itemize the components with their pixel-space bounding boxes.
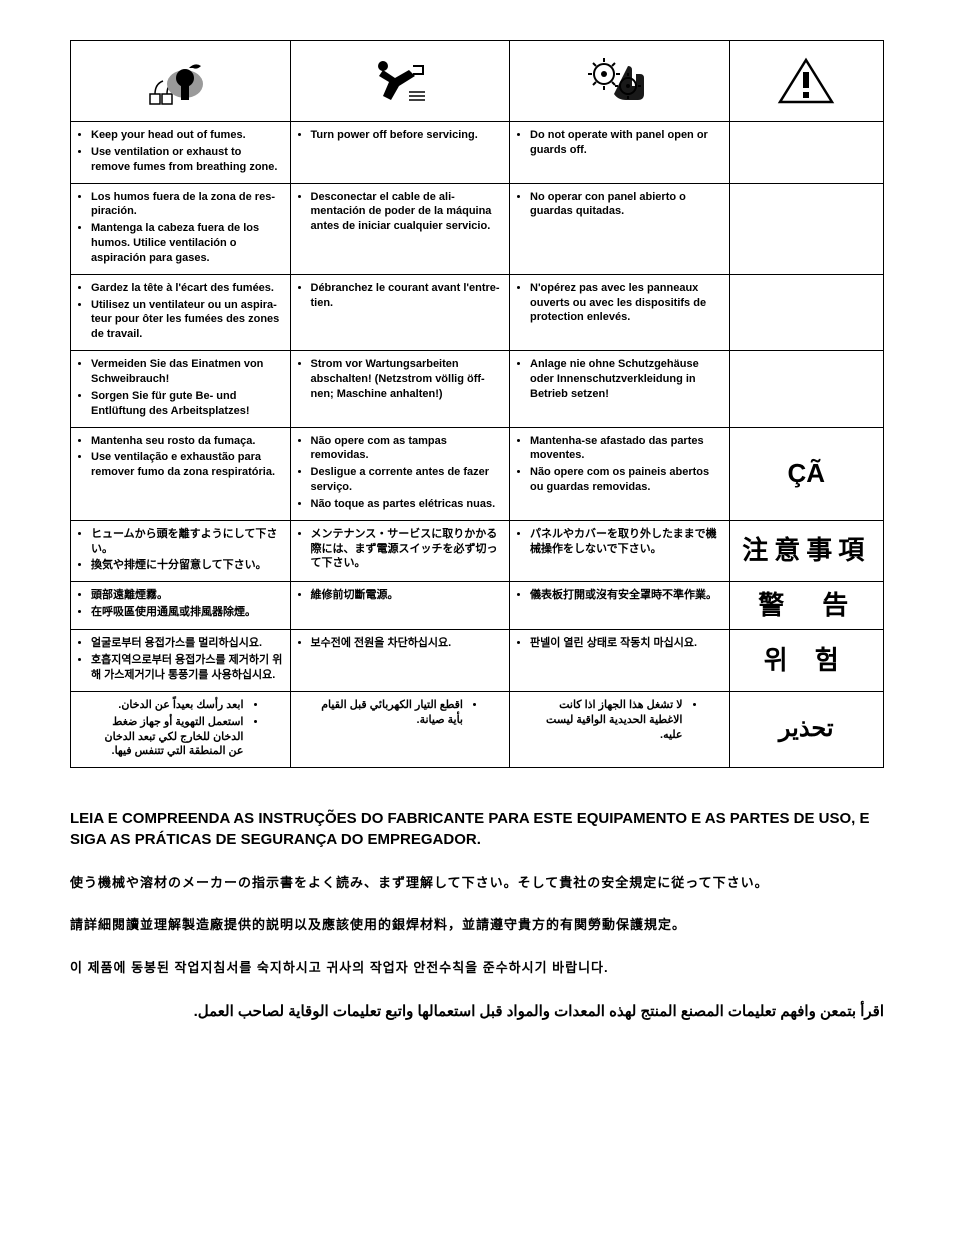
- cell-list: Keep your head out of fumes. Use ventila…: [77, 128, 284, 175]
- list-item: Mantenga la cabeza fuera de los humos. U…: [91, 221, 284, 266]
- cell-list: Não opere com as tampas removidas. Desli…: [297, 434, 504, 512]
- list-item: ヒュームから頭を離すようにして下さい。: [91, 527, 284, 557]
- list-item: N'opérez pas avec les panneaux ouverts o…: [530, 281, 723, 326]
- list-item: メンテナンス・サービスに取りかかる際には、まず電源スイッチを必ず切って下さい。: [311, 527, 504, 572]
- cell-list: ヒュームから頭を離すようにして下さい。 換気や排煙に十分留意して下さい。: [77, 527, 284, 574]
- cell-list: パネルやカバーを取り外したままで機械操作をしないで下さい。: [516, 527, 723, 557]
- footer-text-ko: 이 제품에 동봉된 작업지침서를 숙지하시고 귀사의 작업자 안전수칙을 준수하…: [70, 959, 884, 977]
- warning-label: تحذير: [729, 691, 884, 767]
- header-power-icon: [290, 41, 510, 122]
- list-item: اقطع التيار الكهربائي قبل القيام بأية صي…: [311, 698, 464, 728]
- list-item: No operar con panel abierto o guardas qu…: [530, 190, 723, 220]
- cell-list: Débranchez le courant avant l'entre-tien…: [297, 281, 504, 311]
- cell-list: No operar con panel abierto o guardas qu…: [516, 190, 723, 220]
- warning-label: [729, 274, 884, 350]
- list-item: Anlage nie ohne Schutzgehäuse oder Innen…: [530, 357, 723, 402]
- cell-list: Anlage nie ohne Schutzgehäuse oder Innen…: [516, 357, 723, 402]
- table-row: Keep your head out of fumes. Use ventila…: [71, 122, 884, 184]
- list-item: استعمل التهوية أو جهاز ضغط الدخان للخارج…: [91, 715, 244, 760]
- list-item: 在呼吸區使用通風或排風器除煙。: [91, 605, 284, 620]
- list-item: 판넬이 열린 상태로 작동치 마십시요.: [530, 636, 723, 651]
- footer-text-ja: 使う機械や溶材のメーカーの指示書をよく読み、まず理解して下さい。そして貴社の安全…: [70, 874, 884, 892]
- list-item: Não opere com os paineis abertos ou guar…: [530, 465, 723, 495]
- list-item: Do not operate with panel open or guards…: [530, 128, 723, 158]
- cell-list: 儀表板打開或沒有安全罩時不準作業。: [516, 588, 723, 603]
- list-item: Keep your head out of fumes.: [91, 128, 284, 143]
- cell-list: 頭部遠離煙霧。 在呼吸區使用通風或排風器除煙。: [77, 588, 284, 620]
- safety-table-body: Keep your head out of fumes. Use ventila…: [71, 122, 884, 768]
- warning-label: 注意事項: [729, 520, 884, 582]
- cell-list: Los humos fuera de la zona de res-piraci…: [77, 190, 284, 266]
- list-item: Use ventilação e exhaustão para remover …: [91, 450, 284, 480]
- cell-list: 보수전에 전원을 차단하십시요.: [297, 636, 504, 651]
- cell-list: Gardez la tête à l'écart des fumées. Uti…: [77, 281, 284, 342]
- warning-label: [729, 183, 884, 274]
- list-item: Strom vor Wartungsarbeiten abschalten! (…: [311, 357, 504, 402]
- list-item: Mantenha-se afastado das partes moventes…: [530, 434, 723, 464]
- list-item: Mantenha seu rosto da fumaça.: [91, 434, 284, 449]
- cell-list: Mantenha seu rosto da fumaça. Use ventil…: [77, 434, 284, 481]
- warning-label: [729, 122, 884, 184]
- list-item: 換気や排煙に十分留意して下さい。: [91, 558, 284, 573]
- list-item: Turn power off before servicing.: [311, 128, 504, 143]
- warning-label: ÇÃ: [729, 427, 884, 520]
- safety-warning-table: Keep your head out of fumes. Use ventila…: [70, 40, 884, 768]
- header-panel-icon: [510, 41, 730, 122]
- list-item: Vermeiden Sie das Einatmen von Schweibra…: [91, 357, 284, 387]
- cell-list: Strom vor Wartungsarbeiten abschalten! (…: [297, 357, 504, 402]
- cell-list: لا تشغل هذا الجهاز اذا كانت الاغطية الحد…: [516, 698, 723, 743]
- list-item: Não opere com as tampas removidas.: [311, 434, 504, 464]
- cell-list: Vermeiden Sie das Einatmen von Schweibra…: [77, 357, 284, 418]
- cell-list: Desconectar el cable de ali-mentación de…: [297, 190, 504, 235]
- list-item: Use ventilation or exhaust to remove fum…: [91, 145, 284, 175]
- footer-text-pt: LEIA E COMPREENDA AS INSTRUÇÕES DO FABRI…: [70, 808, 884, 850]
- footer-text-zh: 請詳細閱讀並理解製造廠提供的説明以及應該使用的銀焊材料，並請遵守貴方的有関勞動保…: [70, 916, 884, 934]
- cell-list: 維修前切斷電源。: [297, 588, 504, 603]
- table-row: Vermeiden Sie das Einatmen von Schweibra…: [71, 351, 884, 427]
- list-item: 頭部遠離煙霧。: [91, 588, 284, 603]
- list-item: Sorgen Sie für gute Be- und Entlüftung d…: [91, 389, 284, 419]
- table-row: ヒュームから頭を離すようにして下さい。 換気や排煙に十分留意して下さい。 メンテ…: [71, 520, 884, 582]
- list-item: Não toque as partes elétricas nuas.: [311, 497, 504, 512]
- list-item: Utilisez un ventilateur ou un aspira-teu…: [91, 298, 284, 343]
- cell-list: ابعد رأسك بعيداً عن الدخان. استعمل التهو…: [77, 698, 284, 759]
- list-item: ابعد رأسك بعيداً عن الدخان.: [91, 698, 244, 713]
- cell-list: Turn power off before servicing.: [297, 128, 504, 143]
- list-item: Los humos fuera de la zona de res-piraci…: [91, 190, 284, 220]
- cell-list: Do not operate with panel open or guards…: [516, 128, 723, 158]
- warning-label: 위 험: [729, 630, 884, 692]
- cell-list: 판넬이 열린 상태로 작동치 마십시요.: [516, 636, 723, 651]
- table-row: 얼굴로부터 용접가스를 멀리하십시요. 호흡지역으로부터 용접가스를 제거하기 …: [71, 630, 884, 692]
- warning-label: [729, 351, 884, 427]
- table-row: 頭部遠離煙霧。 在呼吸區使用通風或排風器除煙。 維修前切斷電源。 儀表板打開或沒…: [71, 582, 884, 630]
- table-row: Mantenha seu rosto da fumaça. Use ventil…: [71, 427, 884, 520]
- cell-list: 얼굴로부터 용접가스를 멀리하십시요. 호흡지역으로부터 용접가스를 제거하기 …: [77, 636, 284, 683]
- list-item: Gardez la tête à l'écart des fumées.: [91, 281, 284, 296]
- table-row: ابعد رأسك بعيداً عن الدخان. استعمل التهو…: [71, 691, 884, 767]
- list-item: Desligue a corrente antes de fazer servi…: [311, 465, 504, 495]
- list-item: Desconectar el cable de ali-mentación de…: [311, 190, 504, 235]
- list-item: لا تشغل هذا الجهاز اذا كانت الاغطية الحد…: [530, 698, 683, 743]
- list-item: Débranchez le courant avant l'entre-tien…: [311, 281, 504, 311]
- list-item: 維修前切斷電源。: [311, 588, 504, 603]
- table-row: Los humos fuera de la zona de res-piraci…: [71, 183, 884, 274]
- warning-label: 警 告: [729, 582, 884, 630]
- list-item: 儀表板打開或沒有安全罩時不準作業。: [530, 588, 723, 603]
- list-item: パネルやカバーを取り外したままで機械操作をしないで下さい。: [530, 527, 723, 557]
- header-warning-icon: [729, 41, 884, 122]
- cell-list: N'opérez pas avec les panneaux ouverts o…: [516, 281, 723, 326]
- header-fumes-icon: [71, 41, 291, 122]
- list-item: 보수전에 전원을 차단하십시요.: [311, 636, 504, 651]
- list-item: 호흡지역으로부터 용접가스를 제거하기 위해 가스제거기나 통풍기를 사용하십시…: [91, 653, 284, 683]
- footer-text-ar: اقرأ بتمعن وافهم تعليمات المصنع المنتج ل…: [70, 1001, 884, 1022]
- list-item: 얼굴로부터 용접가스를 멀리하십시요.: [91, 636, 284, 651]
- cell-list: Mantenha-se afastado das partes moventes…: [516, 434, 723, 495]
- footer-instructions: LEIA E COMPREENDA AS INSTRUÇÕES DO FABRI…: [70, 808, 884, 1022]
- table-row: Gardez la tête à l'écart des fumées. Uti…: [71, 274, 884, 350]
- cell-list: اقطع التيار الكهربائي قبل القيام بأية صي…: [297, 698, 504, 728]
- cell-list: メンテナンス・サービスに取りかかる際には、まず電源スイッチを必ず切って下さい。: [297, 527, 504, 572]
